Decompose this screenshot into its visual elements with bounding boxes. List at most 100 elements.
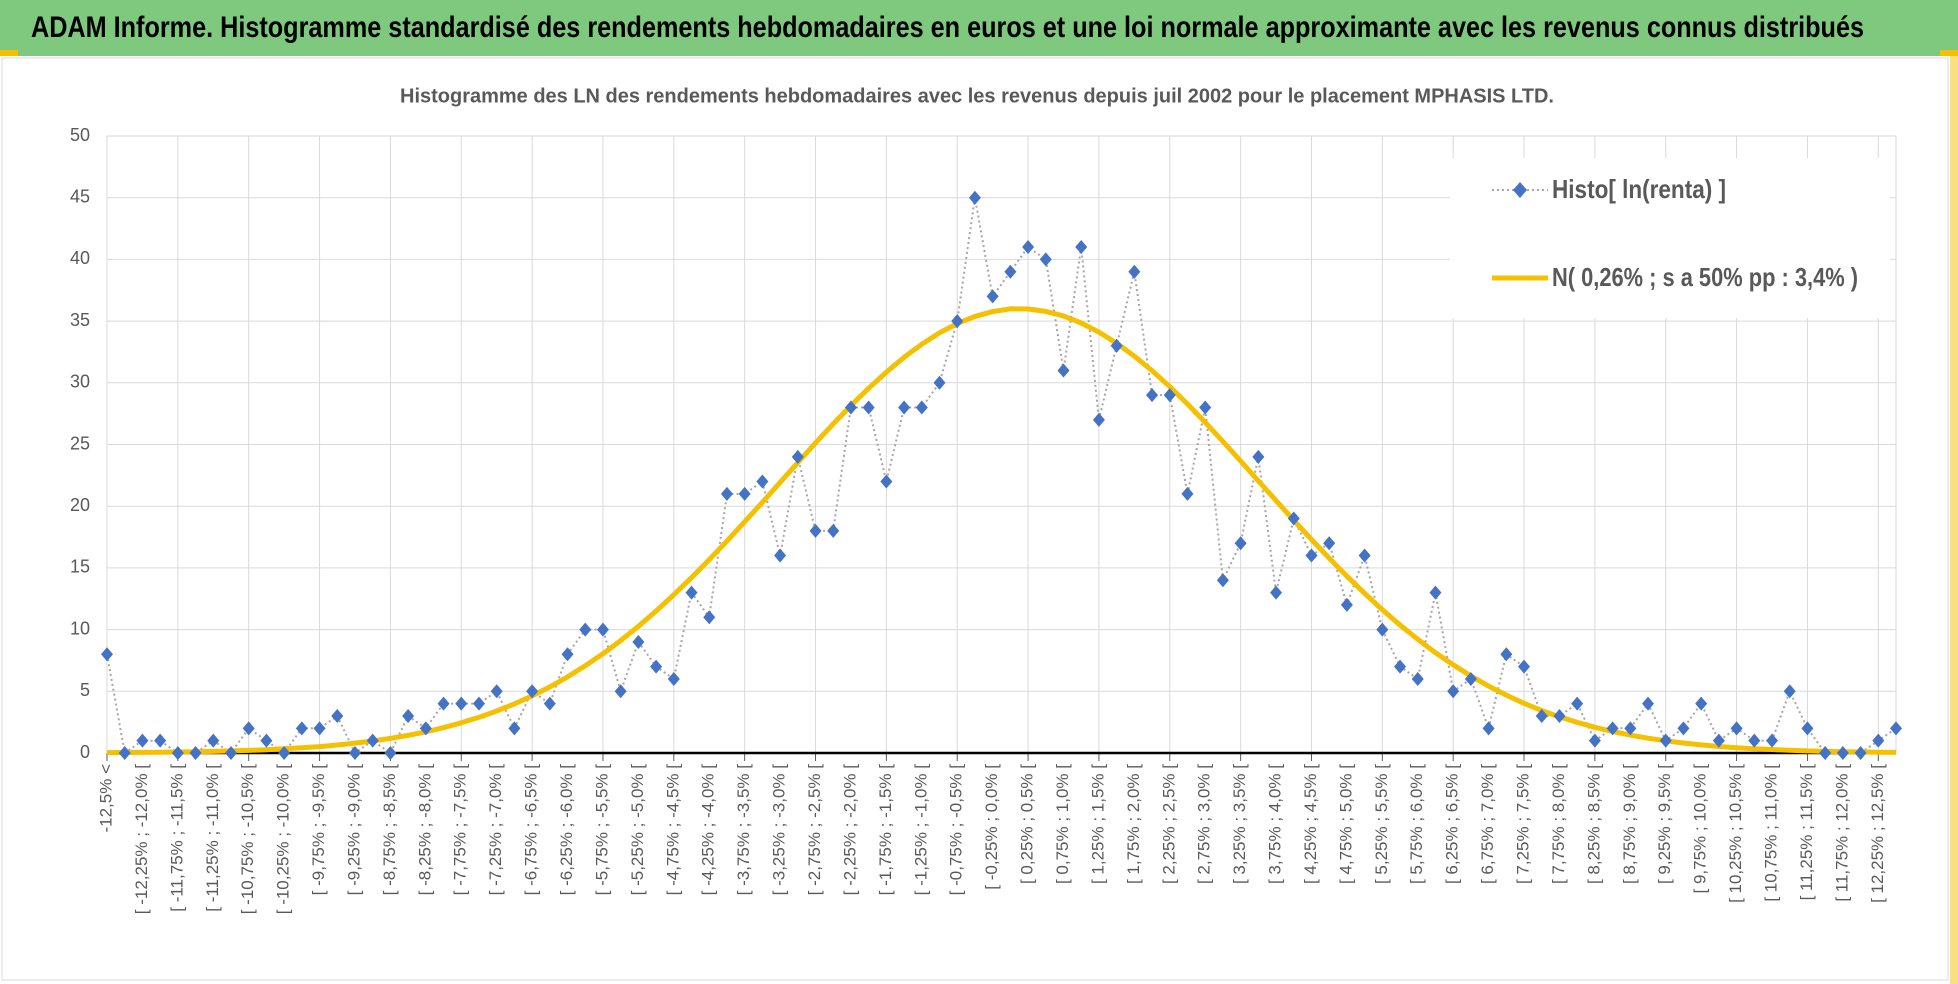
diamond-marker [1535,708,1548,723]
diamond-marker [1234,536,1247,551]
y-tick-label: 15 [70,557,90,577]
diamond-marker [1128,264,1141,279]
x-tick-label: [ 6,25% ; 6,5% [ [1443,764,1462,884]
diamond-marker [1429,585,1442,600]
diamond-marker [827,523,840,538]
diamond-marker [1588,733,1601,748]
x-tick-label: [ 8,75% ; 9,0% [ [1620,764,1639,884]
x-tick-label: [ 3,75% ; 4,0% [ [1266,764,1285,884]
corner [0,50,18,56]
diamond-marker [1464,671,1477,686]
diamond-marker [703,610,716,625]
diamond-marker [1642,696,1655,711]
legend-label: Histo[ ln(renta) ] [1552,174,1726,204]
diamond-marker [632,634,645,649]
diamond-marker [986,289,999,304]
diamond-marker [1624,721,1637,736]
diamond-marker [1340,597,1353,612]
x-tick-label: [ -3,25% ; -3,0% [ [770,764,789,896]
diamond-marker [1252,449,1265,464]
diamond-marker [685,585,698,600]
x-tick-label: [ -8,75% ; -8,5% [ [380,764,399,896]
x-tick-label: [ -11,25% ; -11,0% [ [203,764,222,912]
x-tick-label: [ 8,25% ; 8,5% [ [1584,764,1603,884]
diamond-marker [898,400,911,415]
x-tick-label: [ -12,25% ; -12,0% [ [132,764,151,915]
diamond-marker [1270,585,1283,600]
y-tick-label: 25 [70,433,90,453]
y-tick-label: 35 [70,310,90,330]
corner [1940,50,1958,56]
x-tick-label: -12,5% < [96,764,115,833]
diamond-marker [419,721,432,736]
diamond-marker [278,746,291,760]
diamond-marker [472,696,485,711]
y-tick-label: 5 [80,680,90,700]
diamond-marker [880,474,893,489]
x-tick-label: [ 3,25% ; 3,5% [ [1230,764,1249,884]
x-tick-label: [ 5,25% ; 5,5% [ [1372,764,1391,884]
diamond-marker [1075,240,1088,255]
diamond-marker [1854,746,1867,760]
y-tick-label: 10 [70,618,90,638]
diamond-marker [366,733,379,748]
diamond-marker [526,684,539,699]
diamond-marker [189,746,202,760]
diamond-marker [1819,746,1832,760]
diamond-marker [862,400,875,415]
diamond-marker [1110,338,1123,353]
x-tick-label: [ 7,75% ; 8,0% [ [1549,764,1568,884]
diamond-marker [1836,746,1849,760]
x-tick-label: [ -1,75% ; -1,5% [ [876,764,895,896]
diamond-marker [1571,696,1584,711]
diamond-marker [1411,671,1424,686]
x-tick-label: [ 12,25% ; 12,5% [ [1868,764,1887,903]
diamond-marker [1801,721,1814,736]
x-tick-label: [ -0,75% ; -0,5% [ [947,764,966,896]
diamond-marker [720,486,733,501]
x-tick-label: [ 6,75% ; 7,0% [ [1478,764,1497,884]
diamond-marker [313,721,326,736]
diamond-marker [118,746,131,760]
diamond-marker [667,671,680,686]
diamond-marker [1394,659,1407,674]
diamond-marker [295,721,308,736]
x-tick-label: [ -7,75% ; -7,5% [ [451,764,470,896]
diamond-marker [437,696,450,711]
diamond-marker [331,708,344,723]
legend-box [1450,158,1890,318]
diamond-marker [1358,548,1371,563]
diamond-marker [171,746,184,760]
diamond-marker [596,622,609,637]
x-tick-label: [ -9,25% ; -9,0% [ [344,764,363,896]
x-tick-label: [ -2,25% ; -2,0% [ [840,764,859,896]
diamond-marker [1518,659,1531,674]
x-tick-label: [ -5,25% ; -5,0% [ [628,764,647,896]
diamond-marker [455,696,468,711]
x-tick-label: [ 11,25% ; 11,5% [ [1797,764,1816,901]
diamond-marker [738,486,751,501]
diamond-marker [1872,733,1885,748]
diamond-marker [968,190,981,205]
diamond-marker [1199,400,1212,415]
diamond-marker [1748,733,1761,748]
x-tick-label: [ -9,75% ; -9,5% [ [309,764,328,896]
header-bar [0,0,1958,56]
diamond-marker [1606,721,1619,736]
x-tick-label: [ -0,25% ; 0,0% [ [982,764,1001,890]
diamond-marker [543,696,556,711]
y-tick-label: 0 [80,742,90,762]
diamond-marker [402,708,415,723]
x-tick-label: [ -3,75% ; -3,5% [ [734,764,753,896]
x-tick-label: [ 9,25% ; 9,5% [ [1655,764,1674,884]
diamond-marker [154,733,167,748]
diamond-marker [650,659,663,674]
y-tick-label: 30 [70,372,90,392]
x-tick-label: [ 9,75% ; 10,0% [ [1691,764,1710,894]
diamond-marker [260,733,273,748]
x-tick-label: [ -10,25% ; -10,0% [ [274,764,293,915]
diamond-marker [1677,721,1690,736]
x-tick-label: [ 4,75% ; 5,0% [ [1336,764,1355,884]
diamond-marker [1305,548,1318,563]
